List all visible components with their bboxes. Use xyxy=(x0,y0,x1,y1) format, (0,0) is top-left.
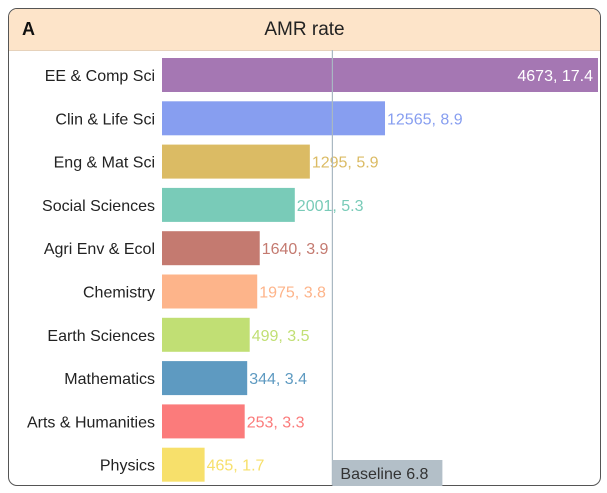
chart-frame: A AMR rate xyxy=(8,8,601,486)
bar-physics xyxy=(162,447,205,482)
baseline-label-box xyxy=(332,460,443,486)
value-label: 2001, 5.3 xyxy=(297,198,364,215)
bar-arts-humanities xyxy=(162,404,245,439)
category-label: Earth Sciences xyxy=(47,328,155,345)
category-label: Clin & Life Sci xyxy=(55,111,155,128)
value-label: 465, 1.7 xyxy=(207,458,265,475)
value-label: 344, 3.4 xyxy=(249,371,307,388)
bar-chemistry xyxy=(162,274,258,309)
value-label: 12565, 8.9 xyxy=(387,111,463,128)
bar-clin-life-sci xyxy=(162,101,386,136)
bar-eng-mat-sci xyxy=(162,144,310,179)
category-label: Agri Env & Ecol xyxy=(44,241,155,258)
value-label: 499, 3.5 xyxy=(252,328,310,345)
category-label: Eng & Mat Sci xyxy=(54,155,155,172)
value-label: 4673, 17.4 xyxy=(517,68,593,85)
value-label: 1975, 3.8 xyxy=(259,285,326,302)
value-label: 1640, 3.9 xyxy=(262,241,329,258)
category-label: Social Sciences xyxy=(42,198,155,215)
value-label: 253, 3.3 xyxy=(247,414,305,431)
category-label: EE & Comp Sci xyxy=(45,68,155,85)
chart-title: AMR rate xyxy=(264,19,345,40)
bar-agri-env-ecol xyxy=(162,231,260,266)
bar-earth-sciences xyxy=(162,317,250,352)
baseline-label: Baseline 6.8 xyxy=(340,466,428,483)
panel-label: A xyxy=(22,19,35,39)
category-label: Physics xyxy=(100,458,155,475)
category-label: Mathematics xyxy=(64,371,155,388)
chart-header: A AMR rate xyxy=(9,9,600,51)
bar-social-sciences xyxy=(162,187,295,222)
bar-mathematics xyxy=(162,361,248,396)
category-label: Chemistry xyxy=(83,285,155,302)
value-label: 1295, 5.9 xyxy=(312,155,379,172)
bar-ee-comp-sci xyxy=(162,58,598,92)
category-label: Arts & Humanities xyxy=(27,414,155,431)
